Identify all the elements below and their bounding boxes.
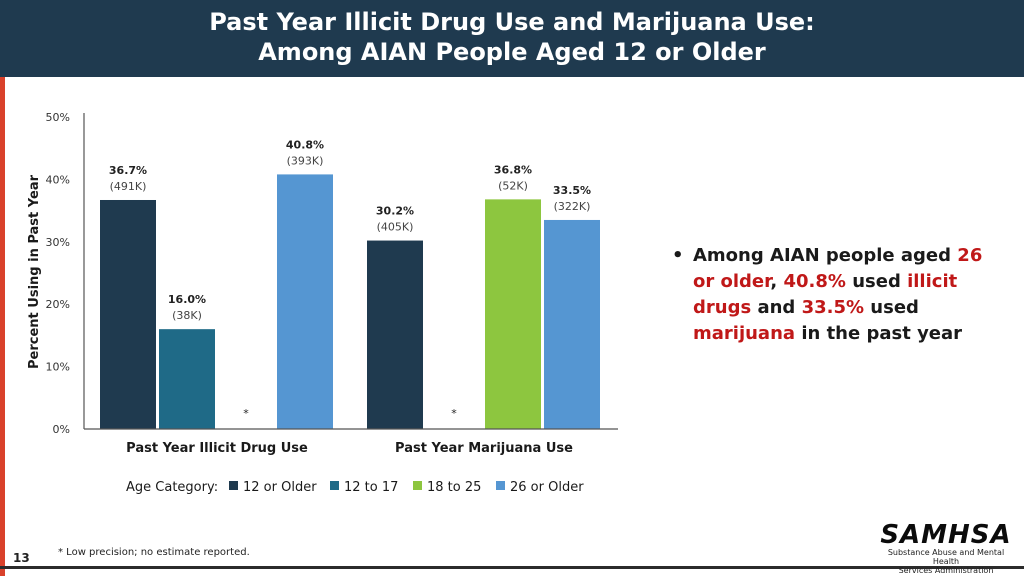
y-tick-label: 0% (53, 423, 70, 436)
bar-value-label: 33.5% (553, 184, 591, 197)
legend: Age Category: 12 or Older 12 to 17 18 to 25… (126, 480, 584, 495)
bar-count-label: (322K) (554, 200, 591, 213)
y-tick-label: 30% (46, 236, 70, 249)
slide-header: Past Year Illicit Drug Use and Marijuana… (0, 0, 1024, 77)
bottom-rule (0, 566, 1024, 569)
bar-count-label: (491K) (110, 180, 147, 193)
legend-title: Age Category: (126, 480, 218, 495)
left-accent-bar (0, 0, 5, 576)
bar-value-label: 36.7% (109, 164, 147, 177)
y-tick-label: 40% (46, 173, 70, 186)
legend-entry: 12 to 17 (344, 480, 398, 495)
legend-entry: 18 to 25 (427, 480, 481, 495)
bar-count-label: (52K) (498, 179, 528, 192)
bars (100, 174, 600, 429)
bar-12-or-older (100, 199, 156, 429)
slide-title-line-1: Past Year Illicit Drug Use and Marijuana… (209, 8, 815, 36)
legend-swatch (496, 481, 505, 490)
bar-12-or-older (367, 240, 423, 429)
bar-count-label: (393K) (287, 154, 324, 167)
y-tick-label: 50% (46, 111, 70, 124)
legend-swatch (330, 481, 339, 490)
axes (83, 113, 618, 430)
y-tick-label: 10% (46, 361, 70, 374)
logo-subtitle-1: Substance Abuse and Mental Health (887, 548, 1005, 566)
samhsa-logo: SAMHSA Substance Abuse and Mental Health… (876, 522, 1016, 575)
data-labels: 36.7% (491K) 16.0% (38K) * 40.8% (393K) 30.2% (4… (109, 138, 591, 420)
slide-title-line-2: Among AIAN People Aged 12 or Older (258, 38, 766, 66)
bar-value-label: 16.0% (168, 293, 206, 306)
bullet-dot: • (672, 245, 684, 266)
bar-chart: 0% 10% 20% 30% 40% 50% 36.7% (491K) 16.0% (38K) *… (27, 111, 618, 495)
legend-entry: 12 or Older (243, 480, 317, 495)
y-tick-label: 20% (46, 298, 70, 311)
logo-subtitle-2: Services Administration (898, 566, 994, 575)
logo-wordmark: SAMHSA (880, 520, 1012, 550)
key-finding-bullet: • Among AIAN people aged 26 or older, 40… (672, 243, 992, 347)
bar-value-label: 40.8% (286, 138, 324, 151)
page-number: 13 (13, 551, 30, 565)
x-category-label: Past Year Illicit Drug Use (126, 441, 308, 456)
bar-18-to-25 (485, 199, 541, 429)
y-axis-ticks: 0% 10% 20% 30% 40% 50% (46, 111, 70, 436)
no-estimate-marker: * (243, 407, 249, 420)
bar-count-label: (38K) (172, 309, 202, 322)
bullet-text: Among AIAN people aged 26 or older, 40.8… (693, 245, 983, 344)
x-axis-categories: Past Year Illicit Drug Use Past Year Mari… (126, 441, 573, 456)
footnote: * Low precision; no estimate reported. (58, 547, 250, 558)
y-axis-label: Percent Using in Past Year (27, 174, 42, 369)
legend-entry: 26 or Older (510, 480, 584, 495)
bar-26-or-older (544, 219, 600, 429)
legend-swatch (413, 481, 422, 490)
bar-12-to-17 (159, 329, 215, 429)
x-category-label: Past Year Marijuana Use (395, 441, 573, 456)
legend-swatch (229, 481, 238, 490)
bar-count-label: (405K) (377, 221, 414, 234)
no-estimate-marker: * (451, 407, 457, 420)
bar-26-or-older (277, 174, 333, 429)
bar-value-label: 30.2% (376, 205, 414, 218)
bar-value-label: 36.8% (494, 163, 532, 176)
